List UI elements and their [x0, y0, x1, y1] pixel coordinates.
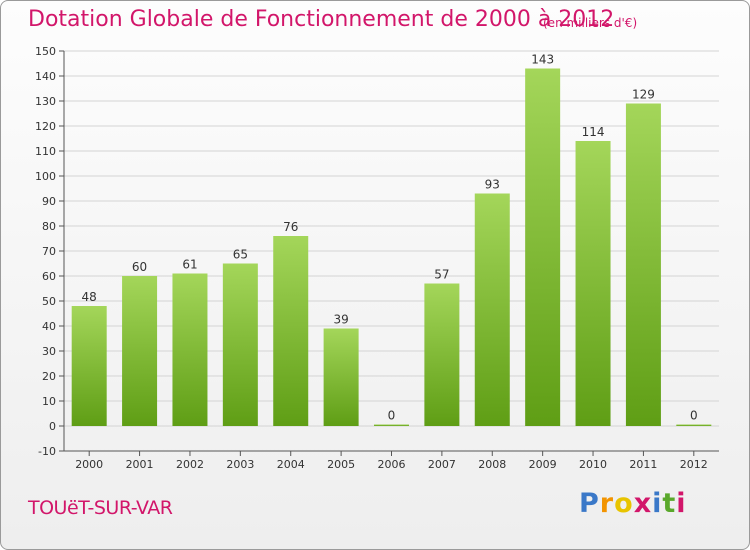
x-tick-label: 2007 [428, 458, 456, 471]
bar-value-label: 61 [182, 258, 197, 272]
bar-value-label: 57 [434, 268, 449, 282]
bar [575, 141, 611, 426]
bar-value-label: 0 [690, 409, 698, 423]
logo-letter: P [579, 488, 600, 519]
bar [273, 236, 309, 426]
logo-letter: o [614, 488, 634, 519]
x-tick-label: 2006 [378, 458, 406, 471]
y-tick-label: 90 [42, 195, 56, 208]
bar-value-label: 129 [632, 88, 655, 102]
proxiti-logo: Proxiti [579, 488, 687, 519]
y-tick-label: 30 [42, 345, 56, 358]
y-tick-label: 10 [42, 395, 56, 408]
x-tick-label: 2009 [529, 458, 557, 471]
bar-value-label: 114 [582, 125, 605, 139]
x-tick-label: 2011 [629, 458, 657, 471]
logo-letter: r [599, 488, 615, 519]
logo-letter: x [633, 488, 653, 519]
chart-subtitle: (en milliers d'€) [543, 16, 638, 30]
logo-letter: t [662, 488, 677, 519]
bar-value-label: 76 [283, 220, 298, 234]
bar-value-label: 60 [132, 260, 147, 274]
x-tick-label: 2003 [226, 458, 254, 471]
bar [474, 193, 510, 426]
bar [71, 306, 107, 426]
y-tick-label: 120 [35, 120, 56, 133]
bar-value-label: 65 [233, 248, 248, 262]
bar [172, 273, 208, 426]
y-tick-label: 40 [42, 320, 56, 333]
x-tick-label: 2000 [75, 458, 103, 471]
bar-value-label: 143 [531, 53, 554, 67]
chart-title: Dotation Globale de Fonctionnement de 20… [28, 7, 615, 32]
y-tick-label: 130 [35, 95, 56, 108]
bar [222, 263, 258, 426]
bar-value-label: 39 [333, 313, 348, 327]
logo-letter: i [676, 488, 687, 519]
x-tick-label: 2008 [478, 458, 506, 471]
y-tick-label: 110 [35, 145, 56, 158]
logo-letter: i [652, 488, 663, 519]
x-tick-label: 2005 [327, 458, 355, 471]
bar-value-label: 0 [388, 409, 396, 423]
bar-value-label: 93 [485, 178, 500, 192]
y-tick-label: 140 [35, 70, 56, 83]
x-tick-label: 2004 [277, 458, 305, 471]
y-tick-label: -10 [38, 445, 56, 458]
y-tick-label: 60 [42, 270, 56, 283]
y-tick-label: 50 [42, 295, 56, 308]
commune-name: TOUëT-SUR-VAR [28, 497, 173, 519]
bar [323, 328, 359, 426]
x-tick-label: 2010 [579, 458, 607, 471]
bar [625, 103, 661, 426]
y-tick-label: 80 [42, 220, 56, 233]
y-tick-label: 20 [42, 370, 56, 383]
bar [424, 283, 460, 426]
y-tick-label: 100 [35, 170, 56, 183]
y-tick-label: 70 [42, 245, 56, 258]
x-tick-label: 2001 [126, 458, 154, 471]
bar [525, 68, 561, 426]
bar-value-label: 48 [82, 290, 97, 304]
bar [676, 424, 712, 426]
x-tick-label: 2012 [680, 458, 708, 471]
y-tick-label: 0 [49, 420, 56, 433]
bar [374, 424, 409, 426]
bar [122, 276, 158, 426]
y-tick-label: 150 [35, 45, 56, 58]
x-tick-label: 2002 [176, 458, 204, 471]
